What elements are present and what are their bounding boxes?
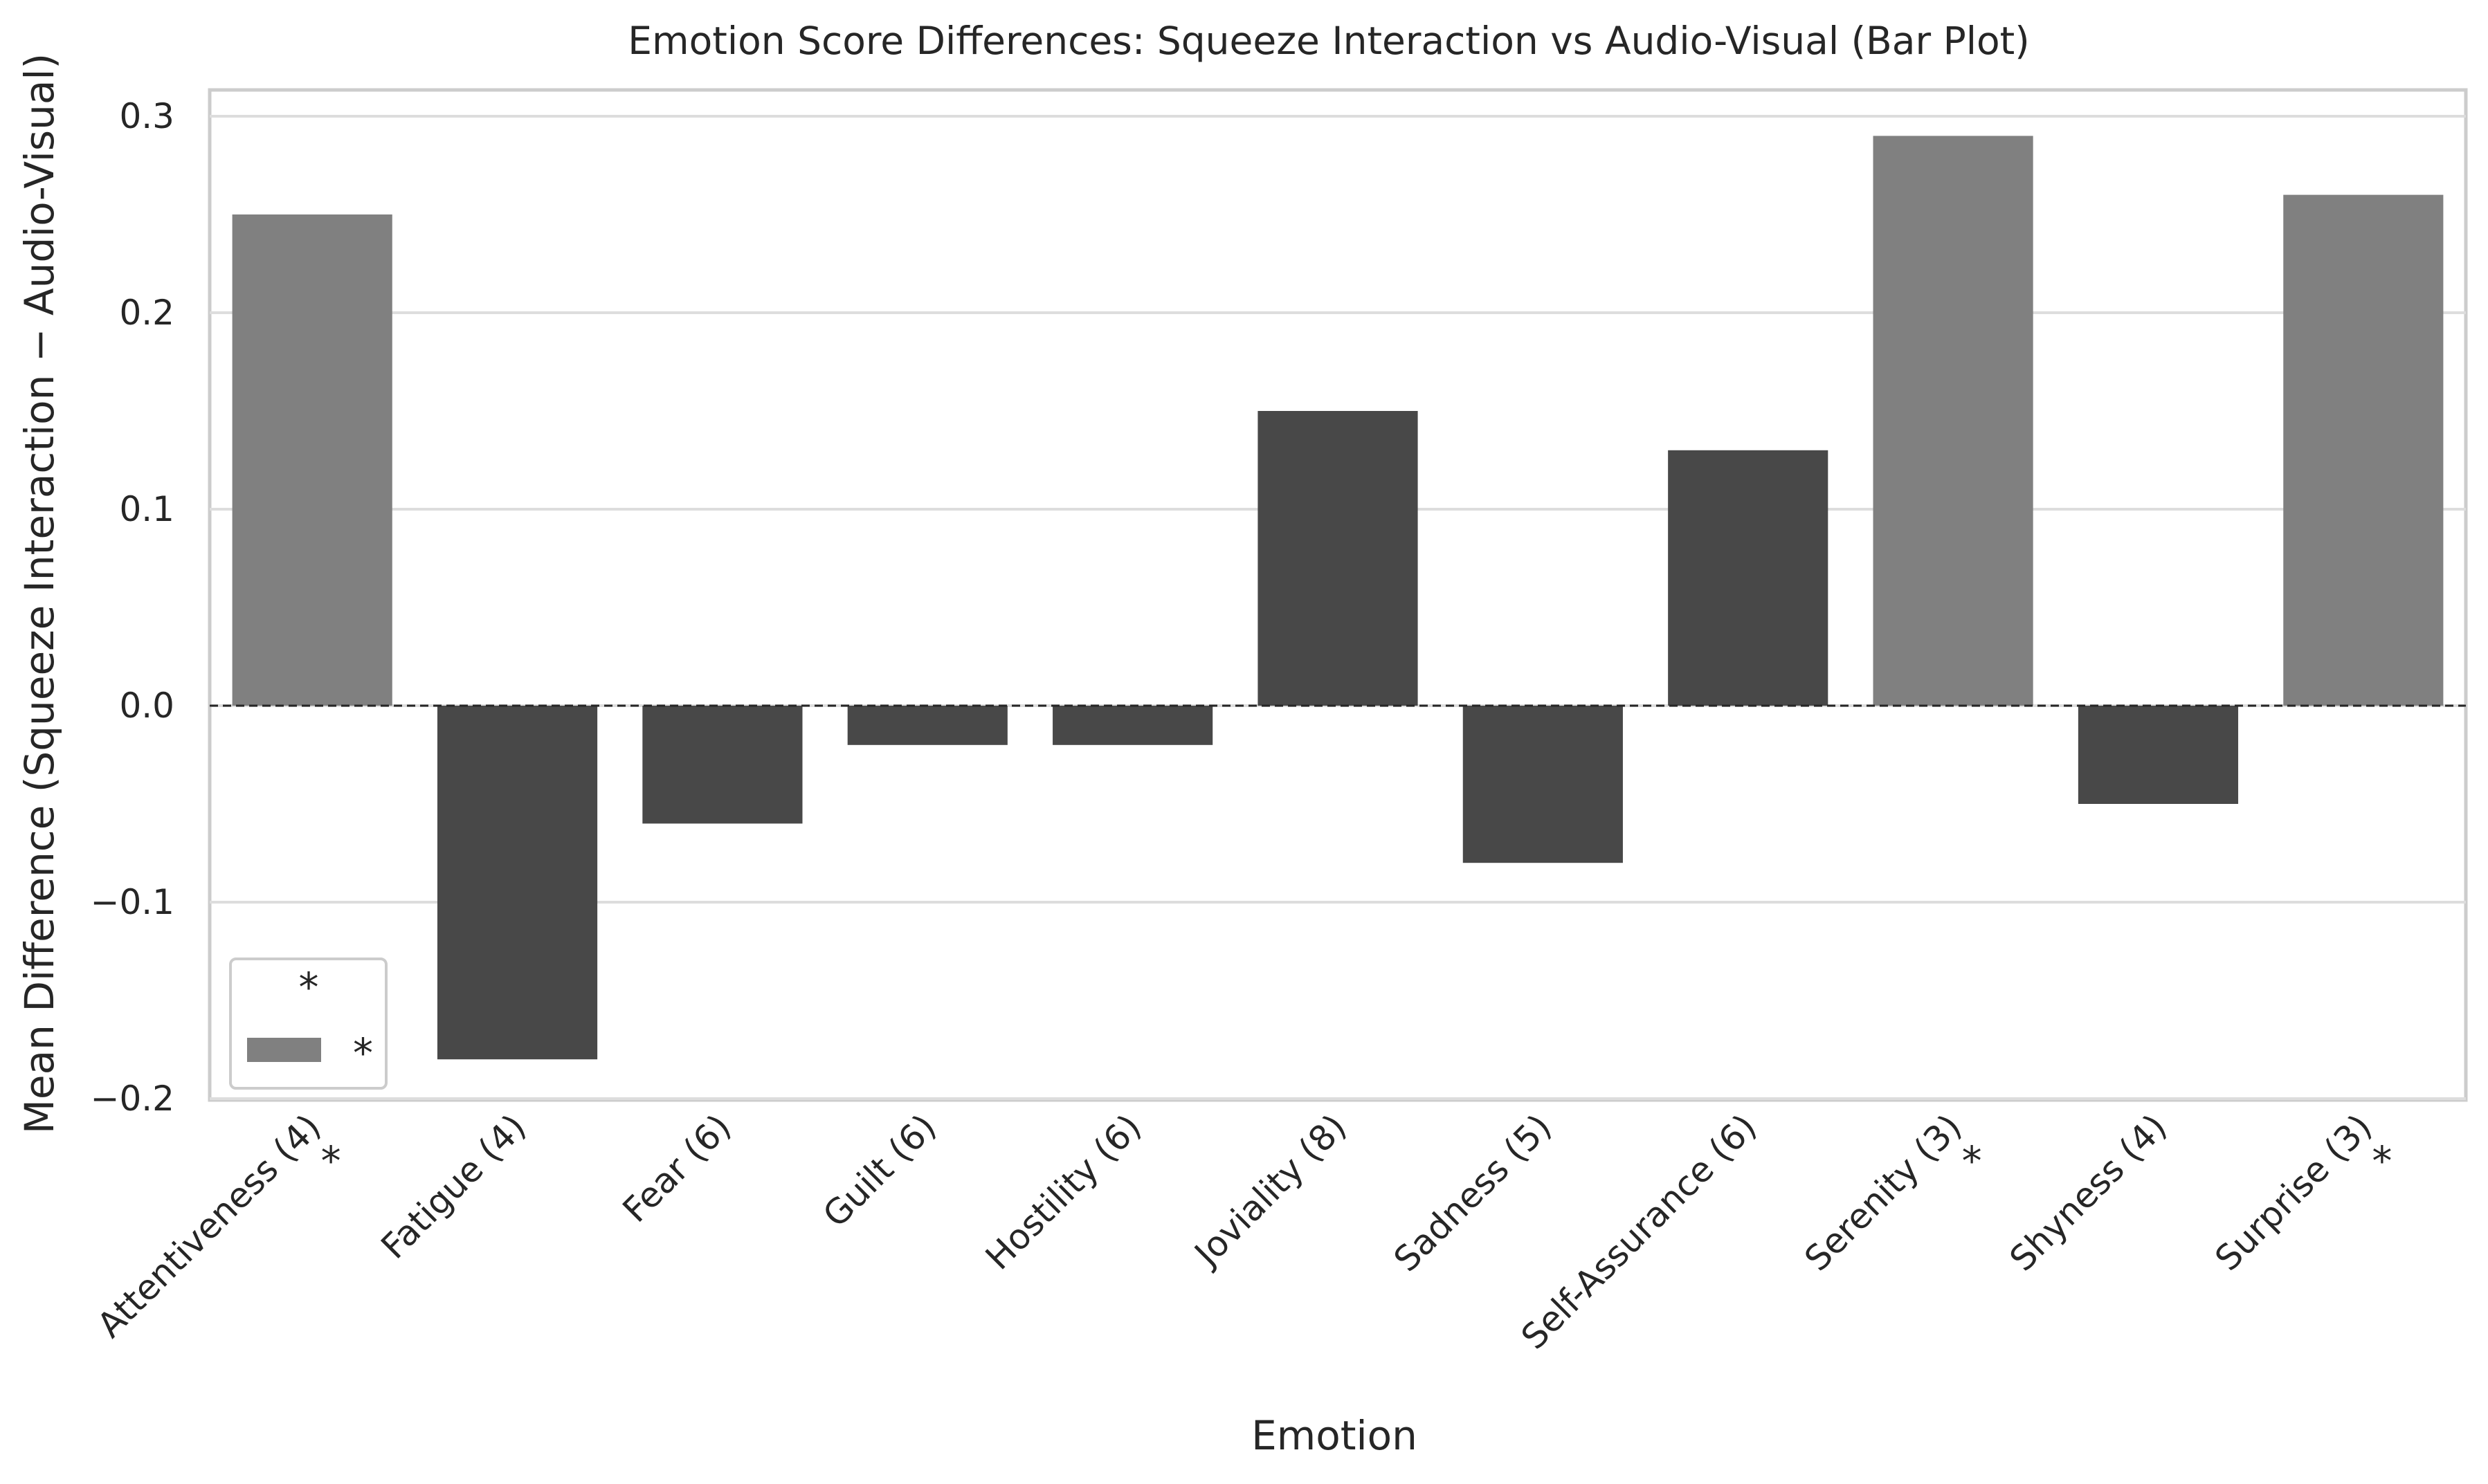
x-axis-ticks: Attentiveness (4)* Fatigue (4) Fear (6) Gui… bbox=[90, 1106, 2392, 1357]
x-tick-label: Fear (6) bbox=[615, 1106, 739, 1230]
x-axis-label: Emotion bbox=[1251, 1412, 1417, 1459]
x-tick-label: Joviality (8) bbox=[1186, 1106, 1354, 1274]
significance-marker: * bbox=[321, 1137, 341, 1184]
legend-swatch bbox=[247, 1038, 321, 1062]
x-tick-label: Self-Assurance (6) bbox=[1514, 1106, 1764, 1357]
significance-marker: * bbox=[2372, 1137, 2392, 1184]
bar bbox=[1668, 450, 1828, 706]
x-tick-label: Attentiveness (4) bbox=[90, 1106, 329, 1345]
y-tick-label: 0.1 bbox=[119, 489, 174, 529]
bar bbox=[642, 706, 803, 824]
bar bbox=[1873, 136, 2033, 706]
x-tick-label: Serenity (3) bbox=[1797, 1106, 1970, 1279]
y-tick-label: 0.2 bbox=[119, 293, 174, 333]
bar bbox=[232, 214, 392, 706]
x-tick-label: Surprise (3) bbox=[2208, 1106, 2380, 1279]
bar bbox=[437, 706, 598, 1060]
y-tick-label: 0.3 bbox=[119, 96, 174, 136]
bar bbox=[2078, 706, 2239, 804]
bar bbox=[1462, 706, 1623, 863]
chart-title: Emotion Score Differences: Squeeze Inter… bbox=[628, 19, 2029, 63]
x-tick-label: Hostility (6) bbox=[978, 1106, 1149, 1277]
bars bbox=[232, 136, 2444, 1060]
x-tick-label: Fatigue (4) bbox=[374, 1106, 534, 1266]
legend-label: * bbox=[353, 1029, 373, 1077]
y-tick-label: −0.1 bbox=[91, 882, 174, 922]
y-axis-label: Mean Difference (Squeeze Interaction − A… bbox=[16, 53, 63, 1134]
x-tick-label: Shyness (4) bbox=[2002, 1106, 2174, 1279]
bar bbox=[1053, 706, 1213, 745]
bar bbox=[2283, 194, 2444, 706]
y-axis-ticks: −0.2 −0.1 0.0 0.1 0.2 0.3 bbox=[91, 96, 174, 1119]
y-tick-label: −0.2 bbox=[91, 1079, 174, 1119]
legend: * * bbox=[229, 958, 388, 1090]
significance-marker: * bbox=[1962, 1137, 1982, 1184]
bar bbox=[1257, 411, 1418, 706]
x-tick-label: Sadness (5) bbox=[1386, 1106, 1559, 1279]
bar bbox=[847, 706, 1008, 745]
legend-title: * bbox=[299, 964, 319, 1011]
x-tick-label: Guilt (6) bbox=[815, 1106, 944, 1235]
y-tick-label: 0.0 bbox=[119, 686, 174, 726]
